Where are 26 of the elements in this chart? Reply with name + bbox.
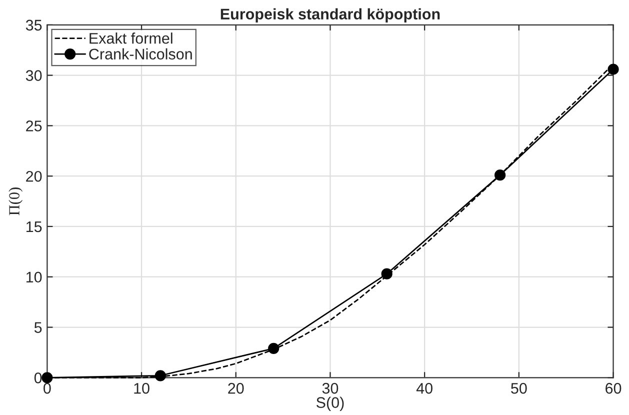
point [608,64,619,75]
y-tick-label: 5 [34,322,42,333]
y-tick-label: 0 [34,372,42,384]
x-tick-label: 40 [416,382,432,394]
legend-label: Crank-Nicolson [89,48,192,60]
y-tick-label: 10 [26,272,42,283]
y-tick-label: 15 [26,221,42,232]
x-tick-label: 60 [606,382,622,394]
x-tick-label: 30 [322,382,338,394]
y-tick-label: 20 [26,170,42,182]
y-axis-title: Π(0) [8,188,23,216]
legend-label: Exakt formel [90,32,172,44]
point [42,372,53,384]
x-tick-label: 50 [511,382,527,394]
y-tick-label: 25 [26,120,42,132]
x-axis-title: S(0) [316,396,344,411]
point [268,342,280,354]
x-tick-label: 10 [134,382,150,394]
point [381,268,392,280]
x-tick-label: 20 [228,382,244,394]
point [494,170,506,181]
point [154,370,166,382]
chart-title: Europeisk standard köpoption [220,8,440,23]
x-tick-label: 0 [44,382,51,394]
y-tick-label: 30 [26,70,42,81]
y-tick-label: 35 [26,20,42,31]
